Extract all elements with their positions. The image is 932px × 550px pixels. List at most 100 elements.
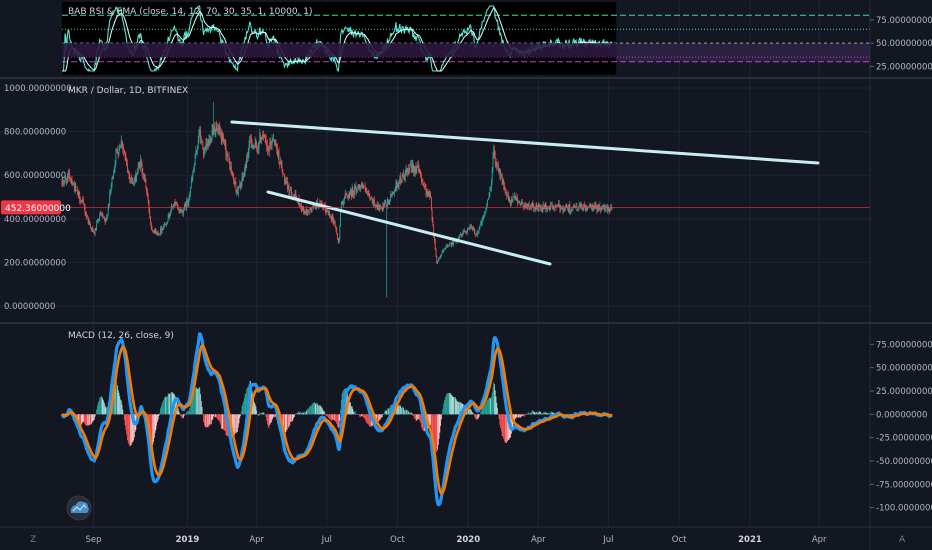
candle-body — [138, 164, 140, 166]
macd-histogram-bar — [180, 414, 182, 418]
macd-histogram-bar — [242, 403, 244, 415]
macd-histogram-bar — [219, 414, 221, 423]
macd-histogram-bar — [160, 406, 162, 415]
candle-body — [202, 141, 204, 149]
candle-body — [247, 153, 249, 157]
rsi-pane[interactable]: BAB RSI & EMA (close, 14, 12, 70, 30, 35… — [62, 2, 870, 75]
candle-body — [85, 212, 87, 215]
macd-histogram-bar — [193, 392, 195, 415]
candle-body — [586, 205, 588, 211]
candle-body — [450, 243, 452, 245]
candle-body — [78, 192, 80, 195]
candle-body — [504, 189, 506, 194]
candle-body — [112, 177, 114, 179]
macd-histogram-bar — [127, 414, 129, 443]
candle-body — [76, 190, 78, 191]
price-axis-label: 1000.00000000 — [4, 84, 72, 94]
candle-body — [293, 195, 295, 198]
candle-body — [64, 177, 66, 182]
macd-histogram-bar — [380, 414, 381, 420]
macd-histogram-bar — [452, 396, 454, 415]
candle-body — [70, 177, 71, 180]
candle-body — [474, 228, 475, 235]
candle-body — [203, 147, 205, 155]
tradingview-cloud-icon[interactable] — [66, 495, 92, 521]
time-axis-label: Apr — [249, 535, 264, 545]
candle-body — [270, 141, 271, 144]
macd-histogram-bar — [299, 411, 301, 415]
candle-body — [524, 205, 526, 208]
candle-body — [505, 192, 507, 194]
candle-body — [543, 204, 545, 210]
candle-body — [474, 234, 476, 235]
candle-body — [517, 197, 518, 204]
candle-body — [350, 189, 352, 196]
macd-histogram-bar — [454, 396, 455, 415]
candle-body — [340, 210, 341, 227]
candle-body — [327, 210, 329, 215]
macd-histogram-bar — [457, 401, 458, 415]
candle-body — [119, 147, 121, 149]
candle-body — [131, 177, 133, 180]
time-axis[interactable]: Sep 2019 Apr Jul Oct 2020 Apr Jul Oct 2021 Apr — [86, 535, 828, 545]
auto-scale-button[interactable]: A — [899, 535, 906, 545]
macd-histogram-bar — [552, 412, 554, 415]
macd-histogram-bar — [487, 399, 488, 415]
candle-body — [335, 227, 337, 230]
lower-trendline[interactable] — [266, 190, 552, 266]
candle-body — [244, 164, 246, 172]
candle-body — [468, 228, 470, 230]
macd-histogram-bar — [538, 411, 540, 415]
candle-body — [332, 216, 334, 221]
macd-histogram-bar — [154, 414, 156, 433]
macd-histogram-bar — [85, 414, 87, 426]
candle-body — [207, 142, 209, 145]
candle-body — [365, 189, 367, 192]
macd-histogram-bar — [309, 406, 311, 415]
macd-histogram-bar — [253, 398, 255, 415]
macd-histogram-bar — [455, 398, 457, 415]
candle-body — [154, 229, 156, 232]
price-axis[interactable]: 75.00000000 50.00000000 25.00000000 1000.00… — [4, 16, 932, 514]
candle-body — [341, 200, 343, 204]
candle-body — [336, 229, 338, 234]
candle-body — [395, 181, 397, 189]
candle-body — [372, 199, 374, 204]
macd-histogram-bar — [244, 393, 246, 415]
time-axis-label: 2020 — [456, 535, 480, 545]
candle-body — [103, 216, 105, 220]
candle-body — [260, 137, 262, 143]
trendlines[interactable] — [230, 120, 820, 266]
candle-body — [259, 135, 261, 143]
macd-histogram-bar — [78, 414, 80, 423]
candle-body — [200, 129, 201, 140]
candle-body — [170, 206, 172, 213]
macd-histogram-bar — [166, 396, 168, 415]
candle-body — [428, 190, 430, 197]
candle-body — [187, 202, 189, 204]
candle-body — [579, 204, 581, 206]
candle-body — [556, 204, 558, 206]
candle-body — [129, 174, 131, 179]
macd-histogram-bar — [233, 414, 235, 435]
macd-histogram-bar — [263, 412, 265, 415]
candle-body — [368, 194, 370, 198]
candle-body — [423, 184, 425, 187]
candle-body — [465, 231, 467, 233]
macd-histogram-bar — [298, 412, 300, 415]
upper-trendline[interactable] — [230, 120, 820, 165]
candle-body — [507, 194, 508, 197]
candle-body — [329, 213, 331, 217]
macd-histogram-bar — [573, 412, 575, 415]
macd-histogram-bar — [514, 414, 515, 421]
candle-body — [130, 177, 131, 179]
macd-pane[interactable]: MACD (12, 26, close, 9) — [60, 331, 613, 507]
macd-histogram-bar — [83, 414, 84, 423]
price-pane[interactable]: MKR / Dollar, 1D, BITFINEX — [61, 86, 870, 298]
macd-histogram-bar — [82, 414, 84, 423]
candle-body — [363, 186, 365, 188]
zoom-toggle-button[interactable]: Z — [30, 535, 36, 545]
macd-histogram-bar — [416, 414, 418, 421]
